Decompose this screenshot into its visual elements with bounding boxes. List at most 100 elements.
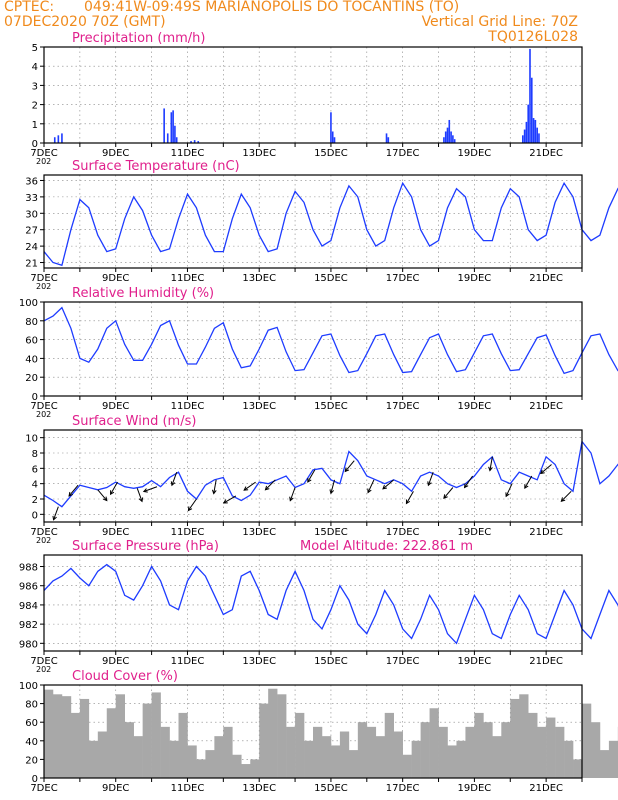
wind-ytick-label: 2: [32, 495, 38, 506]
temp-ytick-label: 30: [25, 209, 38, 220]
rh-ytick-label: 20: [25, 373, 38, 384]
wind-arrow-head: [187, 506, 193, 512]
cloud-column: [241, 764, 251, 778]
cloud-xtick-label: 15DEC: [314, 783, 348, 794]
cloud-xtick-label: 9DEC: [102, 783, 129, 794]
precip-bar: [536, 127, 538, 143]
pressure-ytick-label: 982: [19, 620, 38, 631]
cloud-column: [169, 740, 179, 778]
pressure-xtick-label: 7DEC: [30, 656, 57, 667]
precip-bar: [385, 133, 388, 143]
rh-ytick-label: 0: [32, 392, 38, 403]
cloud-column: [420, 722, 430, 778]
cloud-column: [44, 689, 54, 778]
temp-ytick-label: 24: [25, 242, 38, 253]
pressure-xtick-label: 19DEC: [458, 656, 492, 667]
cloud-column: [590, 722, 601, 778]
cloud-column: [250, 759, 260, 778]
cloud-column: [106, 708, 117, 778]
wind-arrow-head: [211, 489, 217, 495]
wind-arrow: [143, 486, 158, 492]
temp-xtick-label: 9DEC: [102, 273, 129, 284]
pressure-ytick-label: 986: [19, 582, 38, 593]
cloud-xtick-label: 7DEC: [30, 783, 57, 794]
precip-bar: [331, 131, 334, 143]
precip-ytick-label: 5: [32, 43, 38, 54]
wind-xtick-label: 13DEC: [242, 527, 276, 538]
precip-xtick-label: 17DEC: [386, 148, 420, 159]
wind-arrow-head: [289, 496, 294, 502]
header-grid-info: Vertical Grid Line: 70Z: [421, 14, 578, 30]
pressure-xtick-label: 21DEC: [529, 656, 563, 667]
wind-frame: [43, 429, 583, 523]
wind-arrow: [243, 481, 256, 491]
wind-arrow-head: [524, 484, 529, 490]
wind-arrow-head: [463, 483, 469, 489]
cloud-title: Cloud Cover (%): [72, 669, 178, 684]
precip-bar: [174, 125, 176, 143]
precip-bar: [190, 141, 192, 143]
cloud-column: [384, 712, 394, 778]
cloud-column: [456, 740, 466, 778]
cloud-column: [573, 759, 583, 778]
wind-arrow-head: [560, 497, 566, 502]
cloud-column: [348, 750, 359, 778]
cloud-column: [52, 694, 63, 778]
cloud-column: [438, 726, 448, 778]
cloud-column: [321, 736, 332, 778]
cloud-column: [483, 722, 493, 778]
cloud-ytick-label: 100: [19, 681, 38, 692]
cloud-column: [555, 726, 565, 778]
cloud-column: [214, 736, 224, 778]
temp-xtick-label: 19DEC: [458, 273, 492, 284]
cloud-column: [366, 726, 377, 778]
pressure-ytick-label: 980: [19, 639, 38, 650]
cloud-column: [537, 726, 547, 778]
wind-arrow: [405, 491, 414, 504]
cloud-xtick-label: 21DEC: [529, 783, 563, 794]
precip-ytick-label: 4: [32, 62, 38, 73]
wind-arrow: [540, 464, 552, 474]
precip-xtick-label: 19DEC: [458, 148, 492, 159]
pressure-xtick-label: 17DEC: [386, 656, 420, 667]
precip-bar: [453, 139, 456, 143]
cloud-column: [205, 750, 215, 778]
cloud-column: [295, 712, 305, 778]
wind-arrow: [382, 479, 395, 490]
cloud-column: [187, 745, 197, 778]
wind-arrow: [443, 487, 454, 499]
wind-arrow-head: [307, 477, 312, 483]
cloud-column: [357, 722, 368, 778]
precip-bar: [53, 137, 56, 143]
precip-ytick-label: 0: [32, 139, 38, 150]
rh-series-line: [43, 306, 618, 375]
temp-panel: 21 24 27 30 33 36 7DEC 9DEC 11DEC 13DEC 15DEC 17DEC…: [25, 159, 618, 291]
wind-ytick-label: 4: [32, 480, 38, 491]
precip-bar: [529, 48, 531, 143]
cloud-column: [286, 726, 296, 778]
precip-bar: [527, 104, 530, 143]
rh-xtick-label: 17DEC: [386, 401, 420, 412]
wind-arrow: [367, 479, 375, 493]
precip-title: Precipitation (mm/h): [72, 31, 205, 46]
pressure-frame: [43, 554, 583, 652]
pressure-panel: 980 982 984 986 988 7DEC 9DEC 11DEC 13DEC 15DEC 17…: [19, 539, 618, 674]
cloud-column: [115, 694, 125, 778]
header-code: TQ0126L028: [488, 29, 578, 45]
wind-arrow: [53, 506, 59, 520]
temp-year-label: 202: [36, 282, 51, 291]
header-location: 049:41W-09:49S MARIANOPOLIS DO TOCANTINS…: [84, 0, 460, 15]
pressure-title: Surface Pressure (hPa): [72, 539, 219, 554]
header-init-date: 07DEC2020 70Z (GMT): [4, 14, 166, 30]
temp-xtick-label: 7DEC: [30, 273, 57, 284]
cloud-column: [196, 759, 206, 778]
rh-title: Relative Humidity (%): [72, 286, 214, 301]
precip-bar: [452, 135, 454, 143]
precip-bar: [532, 118, 535, 143]
pressure-year-label: 202: [36, 665, 51, 674]
rh-xtick-label: 7DEC: [30, 401, 57, 412]
rh-ytick-label: 100: [19, 298, 38, 309]
rh-year-label: 202: [36, 410, 51, 419]
cloud-column: [61, 696, 72, 778]
